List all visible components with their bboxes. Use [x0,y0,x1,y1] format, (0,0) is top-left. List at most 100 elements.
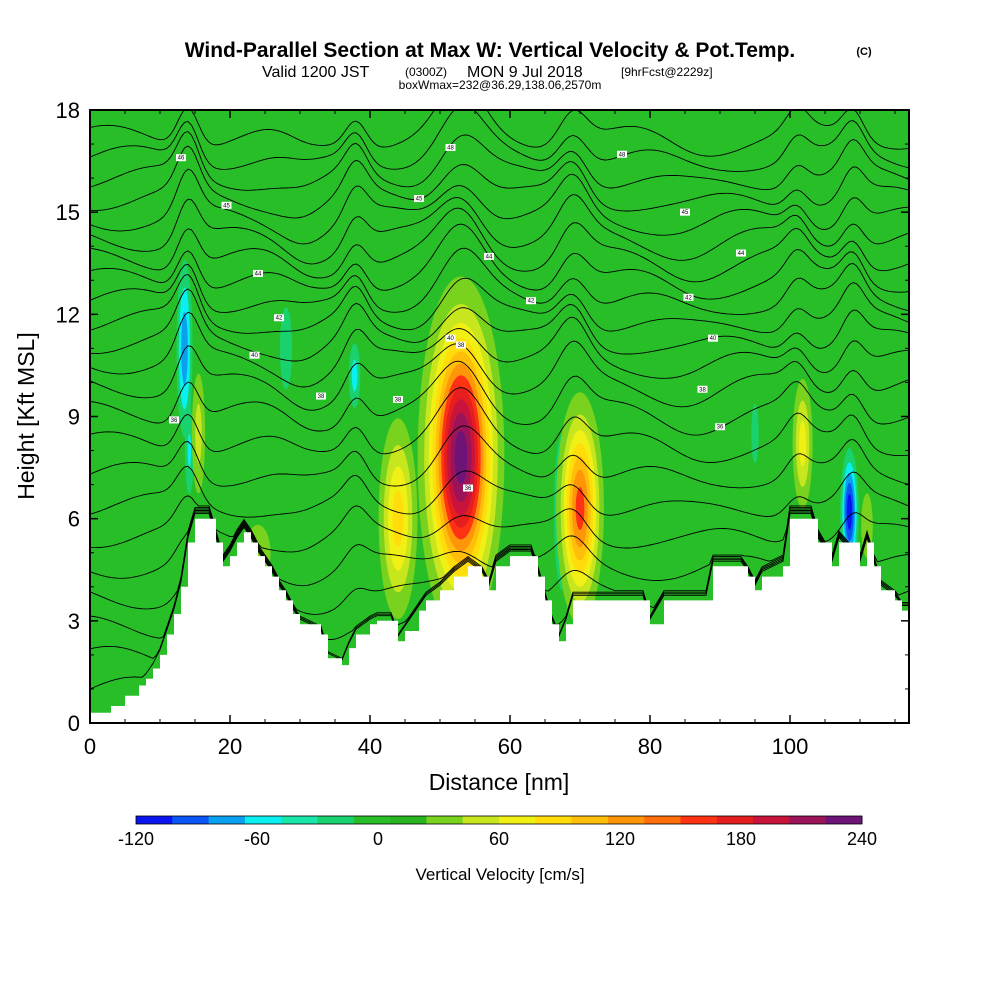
theta-contour-label: 40 [708,334,718,342]
x-tick-label: 100 [772,734,809,759]
terrain-mask [90,518,909,723]
y-tick-label: 15 [56,200,80,225]
svg-text:40: 40 [251,353,258,359]
plot-area: 36 40 38 38 36 42 44 45 46 40 38 42 44 45 48 48 45 42 44 40… [90,110,909,723]
forecast-label: [9hrFcst@2229z] [621,65,713,79]
colorbar-swatch [825,816,863,824]
downdraft-0-level-4 [846,493,853,530]
svg-text:44: 44 [255,271,262,277]
theta-contour-label: 44 [484,252,494,260]
colorbar-tick-label: 240 [847,829,877,849]
theta-contour-line [90,311,909,388]
theta-contour-line [90,131,909,191]
theta-contour-label: 38 [456,341,466,349]
theta-contour-label: 36 [463,484,473,492]
svg-text:42: 42 [685,295,692,301]
theta-contour-label: 40 [249,351,260,359]
y-tick-label: 3 [68,609,80,634]
theta-contour-label: 42 [274,314,284,322]
colorbar-title: Vertical Velocity [cm/s] [415,865,584,884]
downdraft-2-level-2 [181,311,188,385]
downdraft-6-level-0 [279,307,293,390]
updraft-0-level-10 [454,430,468,484]
updraft-4-level-1 [195,403,202,464]
svg-text:48: 48 [619,152,626,158]
colorbar-swatch [462,816,500,824]
theta-contour-label: 42 [683,293,694,301]
svg-text:36: 36 [717,425,724,431]
updraft-1-level-6 [575,486,585,530]
svg-text:38: 38 [395,397,402,403]
theta-contour-line [90,145,909,219]
svg-text:38: 38 [699,387,706,393]
theta-contour-line [90,247,909,315]
theta-contour-label: 38 [316,392,326,400]
svg-text:38: 38 [318,394,325,400]
theta-contour-line [90,387,909,463]
theta-contour-label: 36 [715,423,725,431]
y-tick-label: 0 [68,711,80,736]
x-tick-label: 0 [84,734,96,759]
colorbar-swatch [244,816,282,824]
colorbar-tick-label: 60 [489,829,509,849]
theta-contour-labels: 36 40 38 38 36 42 44 45 46 40 38 42 44 45 48 48 45 42 44 40… [169,143,746,492]
svg-text:40: 40 [710,336,717,342]
colorbar-swatch [680,816,718,824]
valid-time-label: Valid 1200 JST [262,64,370,81]
svg-text:42: 42 [276,316,283,322]
colorbar-swatch [571,816,609,824]
colorbar-swatch [208,816,246,824]
x-tick-label: 60 [498,734,522,759]
theta-contour-label: 40 [445,334,456,342]
colorbar-swatch [317,816,355,824]
theta-contours [90,110,909,690]
svg-text:45: 45 [223,203,230,209]
chart-title: Wind-Parallel Section at Max W: Vertical… [185,39,796,62]
downdraft-3-level-1 [351,359,358,392]
colorbar-swatch [136,816,173,824]
updraft-2-level-3 [392,490,404,547]
colorbar-tick-label: 120 [605,829,635,849]
y-tick-label: 12 [56,302,80,327]
copyright-mark: (C) [856,46,872,58]
x-tick-label: 80 [638,734,662,759]
theta-contour-line [90,465,909,518]
colorbar-swatch [716,816,754,824]
colorbar-swatch [789,816,827,824]
theta-contour-label: 44 [736,249,746,257]
svg-text:44: 44 [486,254,493,260]
colorbar-swatch [644,816,681,824]
theta-contour-label: 45 [221,201,232,209]
theta-contour-line [90,340,909,411]
x-axis: 0 20 40 60 80 100 [84,110,896,759]
colorbar-swatch [172,816,210,824]
theta-contour-line [90,425,909,489]
theta-contour-label: 45 [414,195,424,203]
updraft-3-level-2 [799,421,807,467]
x-axis-label: Distance [nm] [429,769,570,795]
colorbar-swatch [426,816,464,824]
theta-contour-line [90,274,909,334]
y-tick-label: 18 [56,98,80,123]
valid-utc-label: (0300Z) [405,65,447,79]
y-tick-label: 6 [68,507,80,532]
y-axis-label: Height [Kft MSL] [13,332,39,499]
colorbar-tick-label: -120 [118,829,154,849]
theta-contour-line [90,510,909,640]
theta-contour-label: 36 [169,416,179,424]
colorbar: -120 -60 0 60 120 180 240 [118,815,877,849]
downdraft-5-level-0 [751,403,759,464]
theta-contour-label: 44 [253,269,263,277]
theta-contour-label: 46 [176,154,186,162]
svg-text:46: 46 [178,156,185,162]
colorbar-tick-label: 0 [373,829,383,849]
colorbar-tick-label: -60 [244,829,270,849]
theta-contour-line [90,511,909,660]
theta-contour-line [90,508,909,615]
svg-text:36: 36 [465,486,472,492]
x-tick-label: 20 [218,734,242,759]
svg-text:44: 44 [738,251,745,257]
valid-date-label: MON 9 Jul 2018 [467,64,583,81]
theta-contour-line [90,207,909,283]
